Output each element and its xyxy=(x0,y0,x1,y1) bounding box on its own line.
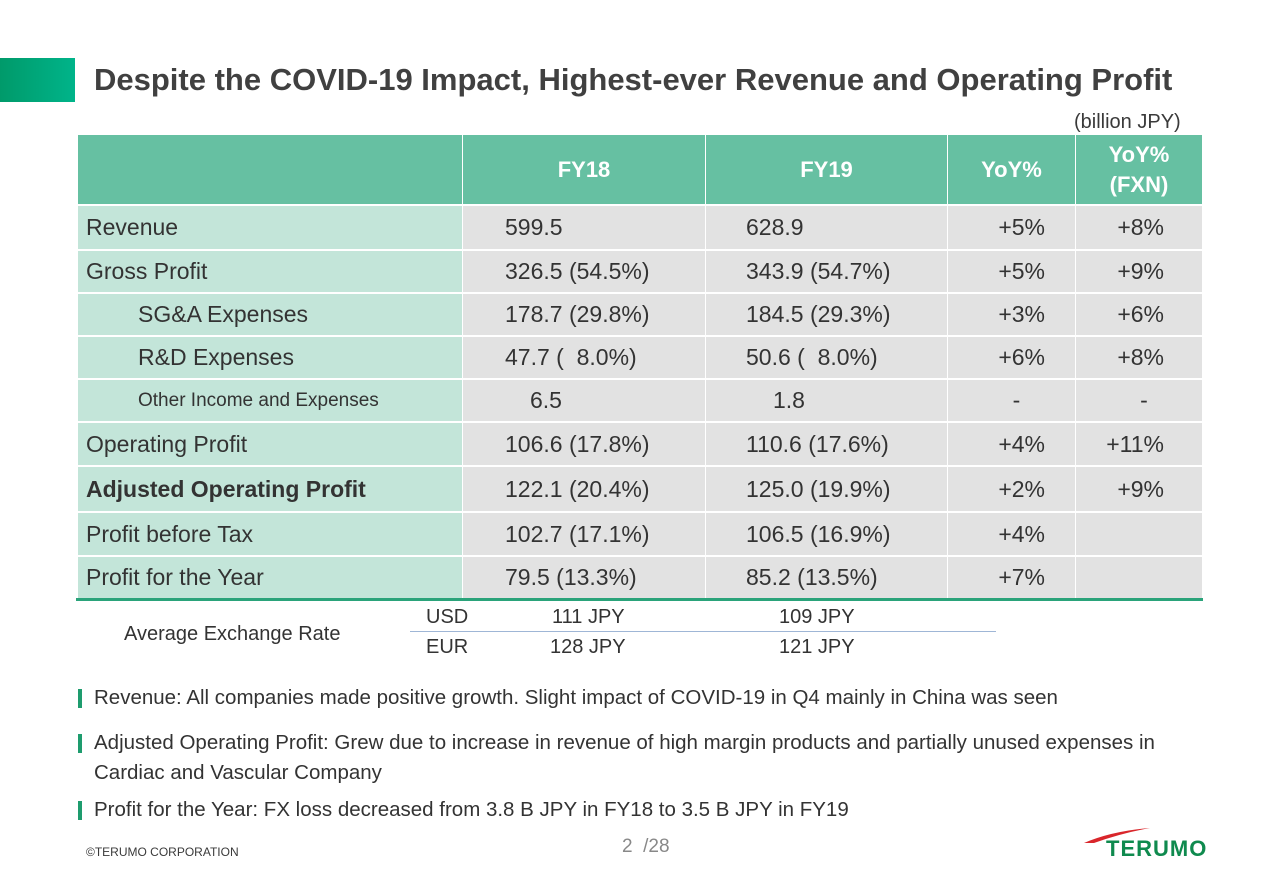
header-fy19: FY19 xyxy=(706,135,947,204)
exchange-fy18: 111 JPY xyxy=(552,606,625,628)
bullet-marker xyxy=(78,734,82,753)
row-label: Gross Profit xyxy=(78,251,462,292)
yoy-fxn-value: +6% xyxy=(1076,294,1202,335)
exchange-currency: USD xyxy=(426,606,469,628)
slide-title: Despite the COVID-19 Impact, Highest-eve… xyxy=(94,62,1173,97)
row-label: SG&A Expenses xyxy=(78,294,462,335)
exchange-fy19: 109 JPY xyxy=(779,606,855,628)
fy19-value: 628.9 xyxy=(706,206,947,249)
row-label: Revenue xyxy=(78,206,462,249)
fy18-value: 102.7 (17.1%) xyxy=(463,513,705,555)
row-label: Operating Profit xyxy=(78,423,462,465)
bullet-marker xyxy=(78,689,82,708)
unit-label: (billion JPY) xyxy=(1074,111,1181,133)
fy19-value: 1.8 xyxy=(706,380,947,421)
exchange-currency: EUR xyxy=(426,636,469,658)
fy19-value: 50.6 ( 8.0%) xyxy=(706,337,947,378)
header-blank xyxy=(78,135,462,204)
yoy-value: +3% xyxy=(948,294,1075,335)
fy18-value: 106.6 (17.8%) xyxy=(463,423,705,465)
title-accent-bar xyxy=(0,58,75,102)
table-bottom-rule xyxy=(76,598,1203,601)
exchange-rate-label: Average Exchange Rate xyxy=(124,623,341,645)
bullet-marker xyxy=(78,801,82,820)
terumo-logo: TERUMO xyxy=(1082,825,1252,864)
fy19-value: 125.0 (19.9%) xyxy=(706,467,947,511)
yoy-value: - xyxy=(948,380,1075,421)
row-label: Profit before Tax xyxy=(78,513,462,555)
yoy-value: +7% xyxy=(948,557,1075,598)
fy19-value: 184.5 (29.3%) xyxy=(706,294,947,335)
yoy-value: +5% xyxy=(948,206,1075,249)
page-number: 2 /28 xyxy=(622,836,670,857)
yoy-fxn-value: +9% xyxy=(1076,467,1202,511)
fy19-value: 343.9 (54.7%) xyxy=(706,251,947,292)
bullet-text: Adjusted Operating Profit: Grew due to i… xyxy=(94,731,1155,784)
yoy-fxn-value: +9% xyxy=(1076,251,1202,292)
fy18-value: 79.5 (13.3%) xyxy=(463,557,705,598)
yoy-fxn-value: +11% xyxy=(1076,423,1202,465)
copyright: ©TERUMO CORPORATION xyxy=(86,845,239,859)
svg-text:TERUMO: TERUMO xyxy=(1106,836,1207,859)
exchange-fy19: 121 JPY xyxy=(779,636,855,658)
yoy-fxn-value xyxy=(1076,513,1202,555)
yoy-value: +4% xyxy=(948,513,1075,555)
exchange-fy18: 128 JPY xyxy=(550,636,626,658)
header-yoy-fxn: YoY% (FXN) xyxy=(1076,135,1202,204)
fy19-value: 106.5 (16.9%) xyxy=(706,513,947,555)
yoy-fxn-value: - xyxy=(1076,380,1202,421)
yoy-value: +2% xyxy=(948,467,1075,511)
row-label: Profit for the Year xyxy=(78,557,462,598)
fy18-value: 178.7 (29.8%) xyxy=(463,294,705,335)
header-fy18: FY18 xyxy=(463,135,705,204)
exchange-divider xyxy=(410,631,996,632)
row-label: Adjusted Operating Profit xyxy=(78,467,462,511)
fy18-value: 6.5 xyxy=(463,380,705,421)
yoy-value: +4% xyxy=(948,423,1075,465)
bullet-text: Revenue: All companies made positive gro… xyxy=(94,686,1058,709)
yoy-fxn-value xyxy=(1076,557,1202,598)
fy19-value: 110.6 (17.6%) xyxy=(706,423,947,465)
header-yoy: YoY% xyxy=(948,135,1075,204)
yoy-value: +6% xyxy=(948,337,1075,378)
fy18-value: 122.1 (20.4%) xyxy=(463,467,705,511)
fy18-value: 326.5 (54.5%) xyxy=(463,251,705,292)
fy18-value: 599.5 xyxy=(463,206,705,249)
fy18-value: 47.7 ( 8.0%) xyxy=(463,337,705,378)
row-label: Other Income and Expenses xyxy=(78,380,462,421)
yoy-fxn-value: +8% xyxy=(1076,206,1202,249)
yoy-fxn-value: +8% xyxy=(1076,337,1202,378)
yoy-value: +5% xyxy=(948,251,1075,292)
bullet-text: Profit for the Year: FX loss decreased f… xyxy=(94,798,849,821)
row-label: R&D Expenses xyxy=(78,337,462,378)
fy19-value: 85.2 (13.5%) xyxy=(706,557,947,598)
